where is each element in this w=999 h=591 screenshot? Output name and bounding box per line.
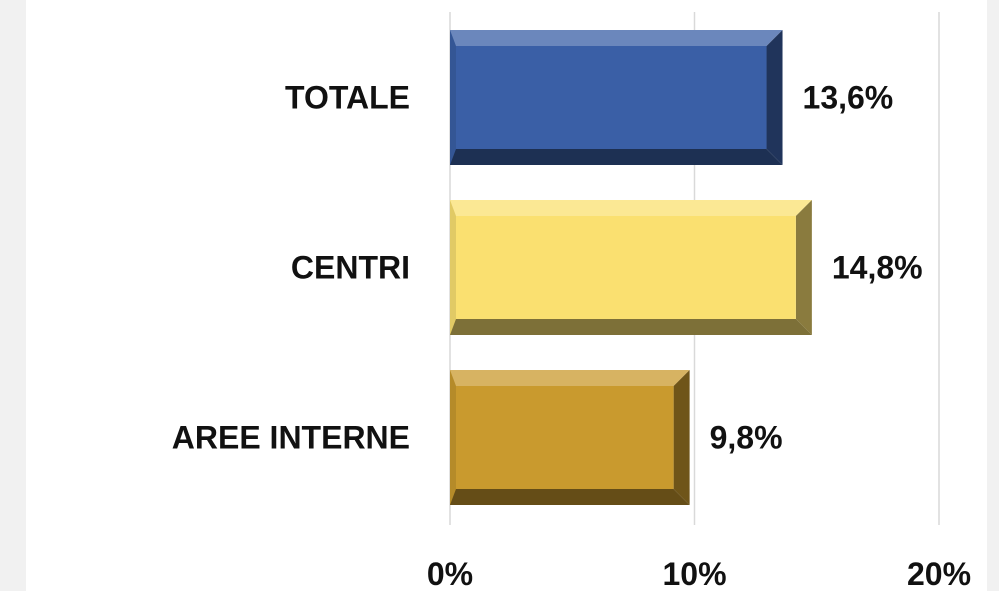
bar-bevel-top xyxy=(450,200,812,216)
bar-bevel-left xyxy=(450,30,456,165)
chart-frame: 0% 10% 20% TOTALE 13,6% CENTRI 14,8% AREE INTER… xyxy=(26,0,987,591)
bar-face xyxy=(456,216,796,319)
category-label: CENTRI xyxy=(291,250,410,286)
bar-bevel-left xyxy=(450,200,456,335)
bar-face xyxy=(456,46,767,149)
bar-2 xyxy=(450,370,690,505)
bar-bevel-right xyxy=(795,200,812,335)
bar-bevel-top xyxy=(450,370,690,386)
bar-bevel-right xyxy=(673,370,690,505)
bar-0 xyxy=(450,30,783,165)
bar-chart: 0% 10% 20% TOTALE 13,6% CENTRI 14,8% AREE INTER… xyxy=(172,12,971,591)
x-tick-label: 10% xyxy=(662,556,726,591)
bar-bevel-right xyxy=(766,30,783,165)
bar-face xyxy=(456,386,674,489)
bars xyxy=(450,30,812,505)
bar-bevel-bottom xyxy=(450,149,783,165)
bar-bevel-top xyxy=(450,30,783,46)
x-tick-label: 20% xyxy=(907,556,971,591)
data-label: 9,8% xyxy=(710,420,783,456)
bar-bevel-bottom xyxy=(450,319,812,335)
category-label: TOTALE xyxy=(285,80,410,116)
bar-bevel-bottom xyxy=(450,489,690,505)
category-label: AREE INTERNE xyxy=(172,420,410,456)
labels: 0% 10% 20% TOTALE 13,6% CENTRI 14,8% AREE INTER… xyxy=(172,80,971,591)
bar-1 xyxy=(450,200,812,335)
data-label: 14,8% xyxy=(832,250,923,286)
bar-bevel-left xyxy=(450,370,456,505)
data-label: 13,6% xyxy=(803,80,894,116)
x-tick-label: 0% xyxy=(427,556,473,591)
